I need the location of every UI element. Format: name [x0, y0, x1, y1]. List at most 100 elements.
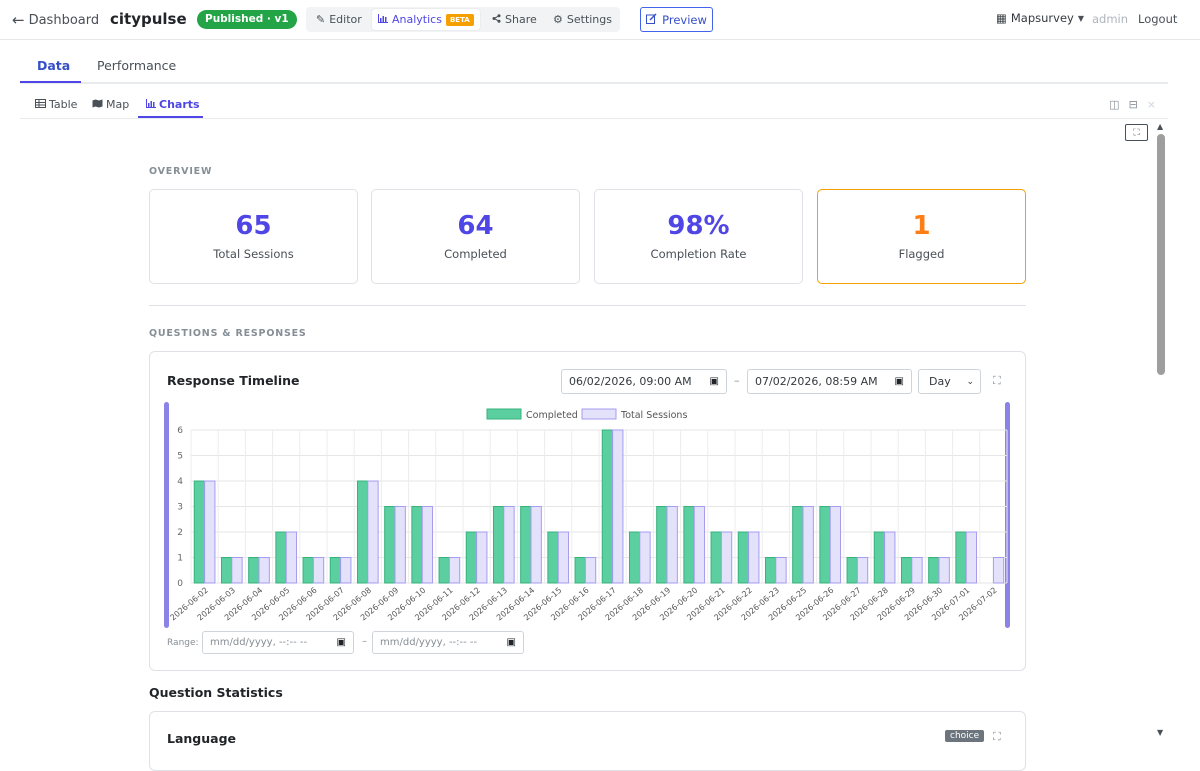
y-tick-label: 3 [177, 503, 183, 513]
scroll-up-icon[interactable]: ▲ [1157, 122, 1164, 131]
bar-total-sessions [285, 531, 298, 584]
tab-charts[interactable]: Charts [146, 98, 200, 111]
split-horizontal-icon[interactable]: ◫ [1109, 98, 1120, 111]
tab-map-label: Map [106, 98, 130, 111]
tab-table-label: Table [49, 98, 78, 111]
active-subtab-indicator [138, 116, 203, 118]
scrollbar[interactable]: ▲ ▼ [1153, 120, 1169, 750]
bar-completed [302, 557, 314, 584]
timeline-from-value: 06/02/2026, 09:00 AM [569, 375, 692, 388]
bar-completed [955, 531, 967, 584]
granularity-value: Day [929, 375, 951, 388]
stat-card-completion-rate: 98% Completion Rate [594, 189, 803, 284]
expand-icon[interactable]: ⛶ [993, 374, 1001, 387]
bar-total-sessions [775, 557, 787, 584]
active-tab-indicator [20, 81, 81, 83]
stat-label: Completion Rate [650, 247, 747, 261]
bar-total-sessions [448, 557, 461, 584]
org-dropdown[interactable]: ▦ Mapsurvey ▼ [996, 11, 1084, 25]
bar-total-sessions [476, 531, 488, 584]
bar-completed [792, 506, 804, 584]
nav-editor[interactable]: ✎ Editor [310, 9, 368, 30]
timeline-from-input[interactable]: 06/02/2026, 09:00 AM ▣ [561, 369, 727, 394]
question-statistics-title: Question Statistics [149, 685, 283, 700]
calendar-icon[interactable]: ▣ [709, 376, 719, 387]
top-bar: ← Dashboard citypulse Published · v1 ✎ E… [0, 0, 1200, 40]
calendar-icon[interactable]: ▣ [894, 376, 904, 387]
user-name: admin [1092, 12, 1129, 26]
legend-swatch [581, 408, 617, 420]
range-from-input[interactable]: mm/dd/yyyy, --:-- -- ▣ [202, 631, 354, 654]
share-icon [492, 9, 501, 30]
bar-total-sessions [340, 557, 352, 584]
timeline-bar-chart: 01234562026-06-022026-06-032026-06-04202… [164, 402, 1010, 628]
bar-completed [492, 506, 505, 584]
stat-value: 64 [457, 211, 494, 241]
pencil-icon: ✎ [316, 13, 326, 26]
bar-total-sessions [530, 506, 542, 584]
bar-completed [900, 557, 913, 584]
preview-button[interactable]: Preview [640, 7, 713, 32]
scroll-thumb[interactable] [1157, 134, 1165, 375]
range-from-placeholder: mm/dd/yyyy, --:-- -- [210, 637, 308, 648]
granularity-select[interactable]: Day ⌄ [918, 369, 981, 394]
bar-total-sessions [612, 429, 624, 584]
bar-total-sessions [884, 531, 896, 584]
bar-completed [520, 506, 532, 584]
nav-share[interactable]: Share [486, 9, 543, 30]
view-tabs: Table Map Charts ◫ ⊟ × [20, 94, 1168, 119]
bar-total-sessions [503, 506, 515, 584]
back-label: Dashboard [28, 12, 100, 28]
timeline-title: Response Timeline [167, 373, 300, 388]
range-to-input[interactable]: mm/dd/yyyy, --:-- -- ▣ [372, 631, 524, 654]
question-card-language: Language choice ⛶ [149, 711, 1026, 771]
chart-left-accent [164, 402, 169, 628]
stat-value: 1 [912, 211, 931, 241]
question-title: Language [167, 731, 237, 746]
bar-total-sessions [666, 506, 678, 584]
bar-completed [465, 531, 478, 584]
y-tick-label: 2 [177, 528, 183, 538]
tab-map[interactable]: Map [92, 98, 129, 111]
expand-icon[interactable]: ⛶ [993, 730, 1001, 743]
question-type-badge: choice [945, 730, 985, 742]
nav-analytics[interactable]: Analytics BETA [372, 9, 480, 30]
building-icon: ▦ [996, 11, 1007, 25]
scroll-down-icon[interactable]: ▼ [1157, 728, 1164, 737]
bar-total-sessions [584, 557, 597, 584]
nav-editor-label: Editor [329, 13, 362, 26]
bar-total-sessions [911, 557, 923, 584]
bar-completed [710, 531, 722, 584]
timeline-to-input[interactable]: 07/02/2026, 08:59 AM ▣ [747, 369, 912, 394]
tab-table[interactable]: Table [35, 98, 77, 111]
bar-completed [248, 557, 260, 584]
tab-performance[interactable]: Performance [97, 58, 177, 73]
bar-total-sessions [231, 557, 243, 584]
stat-card-flagged[interactable]: 1 Flagged [817, 189, 1026, 284]
bar-total-sessions [639, 531, 651, 584]
logout-link[interactable]: Logout [1138, 12, 1178, 26]
stat-label: Completed [444, 247, 507, 261]
split-vertical-icon[interactable]: ⊟ [1128, 98, 1138, 111]
tab-data[interactable]: Data [37, 58, 71, 73]
fullscreen-button[interactable]: ⛶ [1125, 124, 1148, 141]
calendar-icon[interactable]: ▣ [336, 637, 346, 648]
bar-completed [411, 506, 423, 584]
chevron-down-icon: ⌄ [966, 376, 974, 387]
map-icon [92, 98, 103, 111]
stat-value: 98% [667, 211, 730, 241]
bar-total-sessions [802, 506, 814, 584]
back-to-dashboard-link[interactable]: ← Dashboard [12, 11, 99, 29]
close-icon[interactable]: × [1146, 98, 1156, 111]
bar-completed [547, 531, 559, 584]
editor-nav: ✎ Editor Analytics BETA Share ⚙ Settings [306, 7, 620, 32]
org-label: Mapsurvey [1010, 11, 1074, 25]
nav-settings[interactable]: ⚙ Settings [547, 9, 618, 30]
bar-total-sessions [992, 557, 1005, 584]
stat-card-completed: 64 Completed [371, 189, 580, 284]
bar-total-sessions [258, 557, 270, 584]
y-tick-label: 0 [177, 579, 183, 589]
calendar-icon[interactable]: ▣ [506, 637, 516, 648]
bar-total-sessions [312, 557, 325, 584]
bar-completed [656, 506, 668, 584]
